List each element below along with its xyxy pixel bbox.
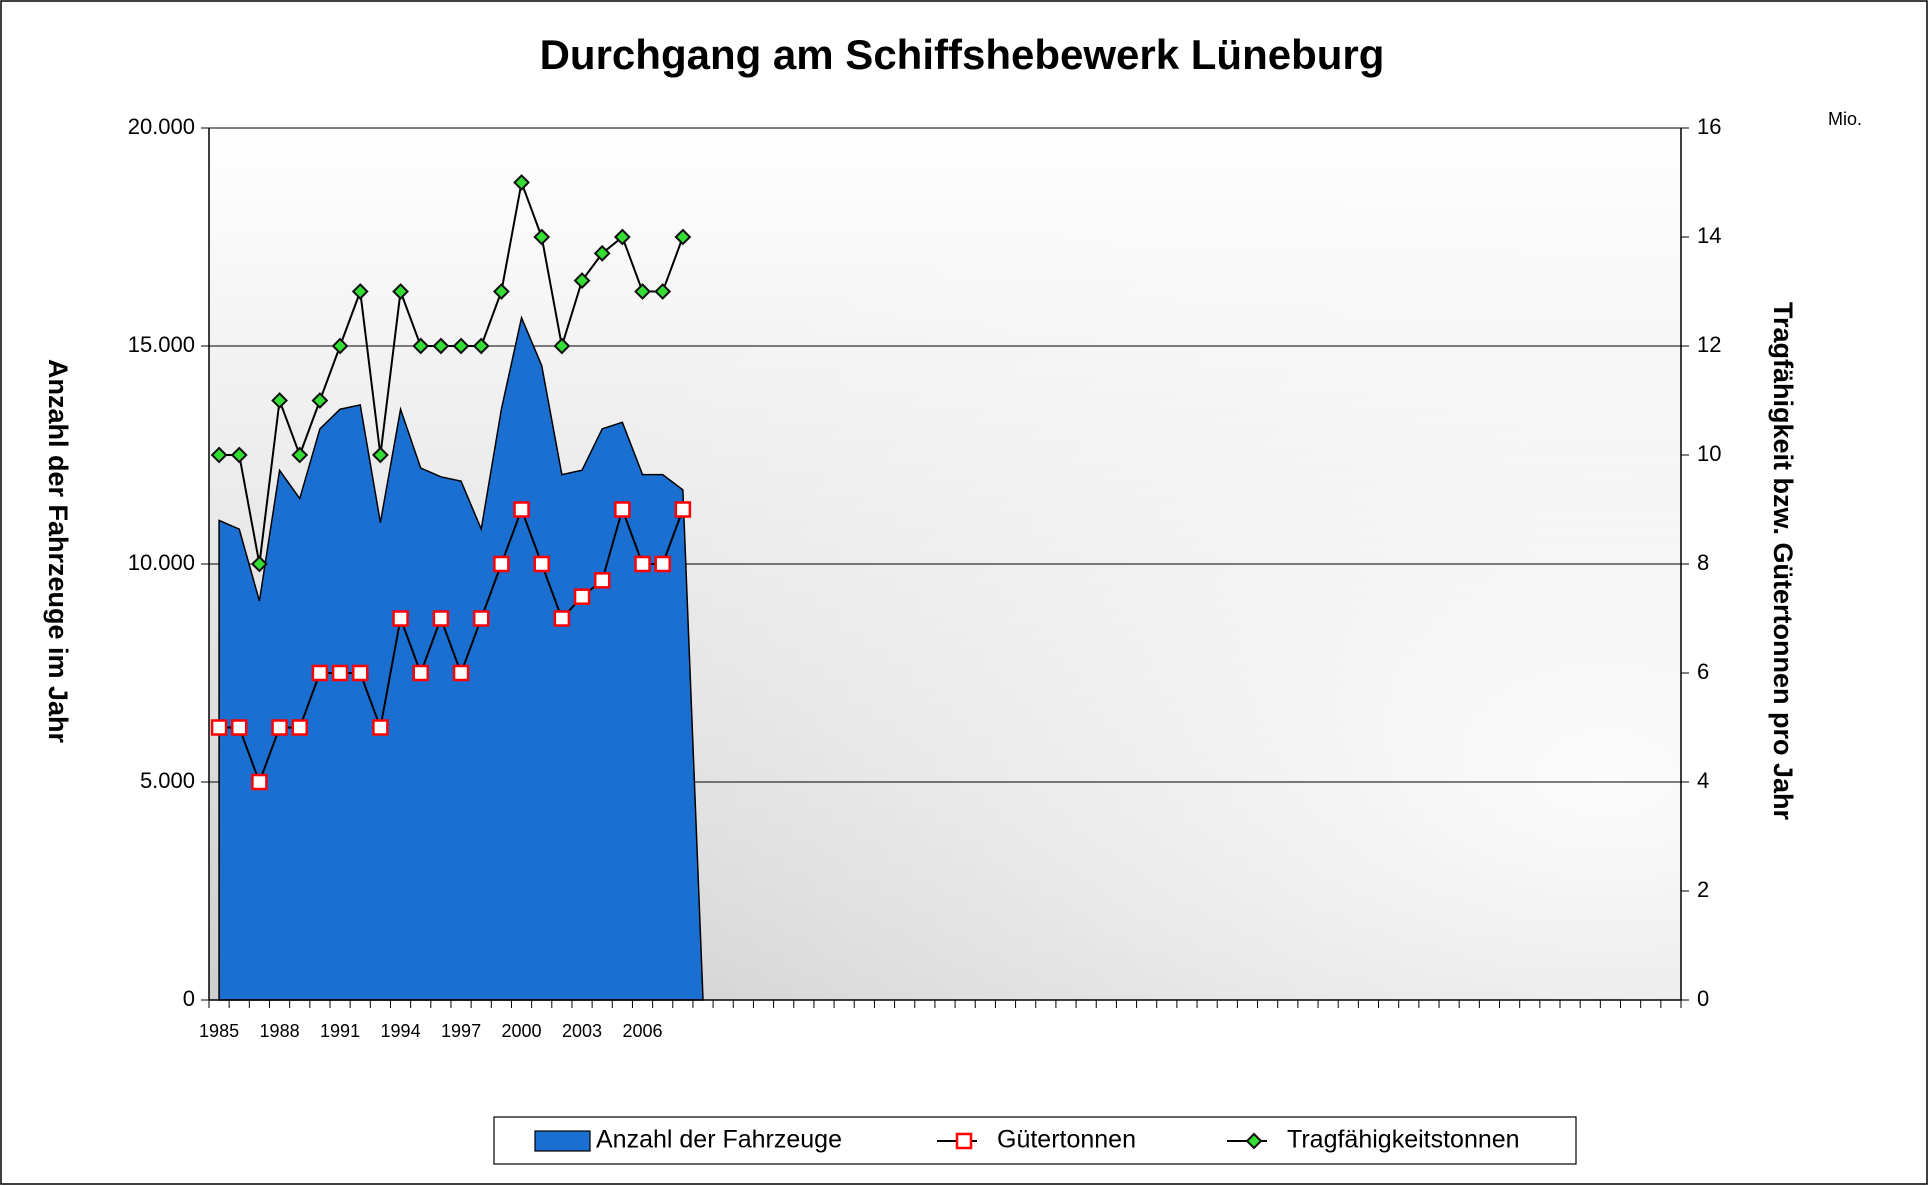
chart-title: Durchgang am Schiffshebewerk Lüneburg: [540, 31, 1385, 78]
y2-axis-title: Tragfähigkeit bzw. Gütertonnen pro Jahr: [1768, 302, 1798, 821]
point: [250, 555, 268, 573]
point: [593, 572, 611, 589]
point: [513, 174, 530, 191]
point: [533, 228, 551, 246]
point: [674, 228, 692, 246]
y2-tick-label: 12: [1697, 332, 1721, 357]
point: [230, 719, 248, 736]
y-axis-title: Anzahl der Fahrzeuge im Jahr: [43, 359, 73, 744]
point: [412, 664, 429, 682]
point: [654, 555, 671, 573]
y-tick-label: 5.000: [140, 768, 195, 793]
point: [492, 283, 510, 300]
y-tick-label: 20.000: [128, 114, 195, 139]
point: [392, 283, 409, 300]
point: [291, 719, 308, 736]
x-tick-label: 1985: [199, 1021, 239, 1041]
x-tick-label: 2006: [623, 1021, 663, 1041]
y2-tick-label: 10: [1697, 441, 1721, 466]
point: [533, 555, 550, 573]
point: [513, 501, 530, 518]
point: [472, 337, 490, 355]
y2-tick-label: 16: [1697, 114, 1721, 139]
point: [291, 446, 309, 464]
point: [311, 392, 329, 409]
y2-tick-label: 8: [1697, 550, 1709, 575]
point: [634, 283, 651, 300]
point: [371, 446, 389, 464]
point: [553, 337, 571, 355]
point: [472, 610, 490, 627]
point: [654, 283, 672, 300]
point: [432, 610, 450, 627]
legend-label: Anzahl der Fahrzeuge: [596, 1126, 842, 1154]
point: [593, 244, 611, 262]
point: [613, 228, 631, 246]
point: [614, 501, 631, 518]
y-tick-label: 10.000: [128, 550, 195, 575]
legend-swatch: [534, 1130, 591, 1152]
point: [230, 446, 248, 464]
point: [331, 337, 349, 355]
area: [218, 315, 704, 1001]
y2-tick-label: 4: [1697, 768, 1709, 793]
legend-marker: [955, 1132, 973, 1150]
point: [432, 337, 450, 355]
x-tick-label: 1991: [320, 1021, 360, 1041]
x-tick-label: 1997: [441, 1021, 481, 1041]
point: [493, 555, 510, 573]
point: [553, 610, 571, 627]
point: [634, 555, 651, 573]
point: [351, 664, 369, 682]
point: [311, 664, 329, 682]
y-tick-label: 15.000: [128, 332, 195, 357]
legend-marker: [1245, 1132, 1263, 1150]
legend-label: Tragfähigkeitstonnen: [1287, 1126, 1520, 1154]
point: [372, 719, 389, 736]
point: [271, 392, 288, 409]
point: [331, 664, 349, 682]
point: [392, 610, 409, 627]
point: [351, 283, 369, 300]
x-tick-label: 1988: [260, 1021, 300, 1041]
point: [573, 272, 591, 290]
y2-tick-label: 14: [1697, 223, 1721, 248]
point: [674, 501, 692, 518]
point: [251, 773, 268, 791]
legend: [493, 1116, 1577, 1165]
y-tick-label: 0: [183, 986, 195, 1011]
point: [210, 446, 228, 464]
point: [271, 719, 288, 736]
y2-tick-label: 0: [1697, 986, 1709, 1011]
x-tick-label: 2003: [562, 1021, 602, 1041]
point: [573, 588, 591, 605]
point: [452, 337, 470, 355]
y2-tick-label: 2: [1697, 877, 1709, 902]
legend-label: Gütertonnen: [997, 1126, 1136, 1154]
y2-unit: Mio.: [1828, 109, 1862, 129]
point: [412, 337, 430, 355]
x-tick-label: 1994: [381, 1021, 421, 1041]
x-tick-label: 2000: [502, 1021, 542, 1041]
point: [210, 719, 228, 736]
y2-tick-label: 6: [1697, 659, 1709, 684]
point: [452, 664, 470, 682]
